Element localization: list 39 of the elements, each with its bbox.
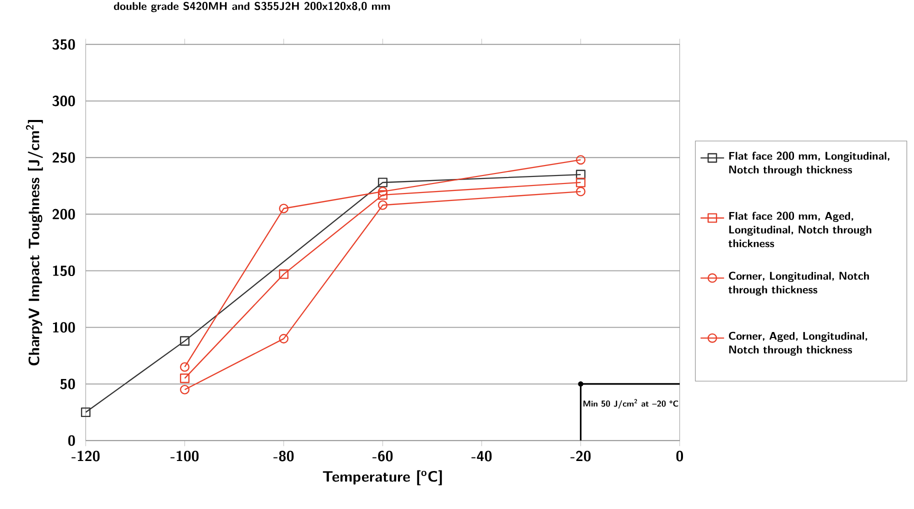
y-axis-title: CharpyV Impact Toughness [J/cm$^{2}$] — [26, 120, 43, 366]
legend-label: Flat face 200 mm, Longitudinal, Notch through thickness — [729, 152, 890, 176]
point — [180, 362, 190, 372]
x-tick-label: -60 — [372, 450, 393, 462]
legend-label: Corner, Longitudinal, Notch through thickness — [728, 272, 869, 296]
y-tick-label: 150 — [52, 265, 75, 276]
point — [378, 190, 388, 200]
point — [278, 334, 288, 344]
legend-label: Corner, Aged, Longitudinal, Notch through thickness — [728, 332, 868, 356]
point — [378, 178, 388, 188]
x-tick-label: -100 — [170, 450, 199, 462]
x-tick-label: -20 — [570, 450, 591, 462]
point — [576, 170, 586, 180]
point — [180, 373, 190, 384]
x-tick-label: -40 — [471, 450, 492, 462]
legend-label: Flat face 200 mm, Aged, Longitudinal, Notch through thickness — [728, 212, 872, 248]
y-tick-label: 200 — [52, 208, 75, 220]
x-tick-label: 0 — [676, 450, 684, 462]
point — [576, 186, 586, 196]
x-tick-label: -80 — [273, 450, 294, 462]
y-tick-label: 0 — [68, 435, 75, 446]
y-tick-label: 50 — [60, 378, 75, 390]
chart-title: double grade S420MH and S355J2H 200x120x8,0 mm — [114, 2, 390, 12]
point — [80, 407, 91, 417]
point — [576, 155, 586, 165]
point — [378, 186, 388, 196]
point — [180, 384, 190, 394]
point — [180, 336, 190, 346]
point — [576, 178, 586, 188]
x-axis-title: Temperature [$^{o}$C] — [322, 470, 442, 486]
point — [378, 200, 388, 210]
y-tick-label: 250 — [52, 152, 75, 163]
point — [278, 269, 288, 279]
y-tick-label: 300 — [52, 96, 75, 106]
y-tick-label: 350 — [52, 39, 75, 50]
point — [278, 204, 288, 214]
x-tick-label: -120 — [71, 450, 100, 462]
annotation: Min 50 J/cm$^{2}$ at –20 °C — [583, 398, 678, 409]
y-tick-label: 100 — [52, 322, 75, 333]
